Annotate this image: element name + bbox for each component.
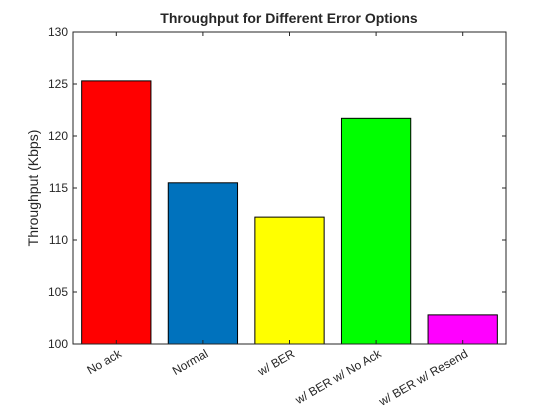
x-tick-label: w/ BER w/ Resend xyxy=(376,346,471,409)
chart-title: Throughput for Different Error Options xyxy=(160,10,418,26)
y-tick-label: 120 xyxy=(48,129,68,143)
bars-group xyxy=(81,80,498,345)
bar-2 xyxy=(254,216,325,345)
y-tick-label: 115 xyxy=(49,181,68,195)
y-axis-label: Throughput (Kbps) xyxy=(25,130,41,247)
bar-3 xyxy=(340,117,412,345)
x-tick-label: w/ BER xyxy=(254,346,297,379)
y-tick-label: 100 xyxy=(48,337,68,351)
y-tick-label: 125 xyxy=(48,77,68,91)
y-axis-ticks: 100 105 110 115 120 125 130 xyxy=(48,25,506,351)
bar-1 xyxy=(167,182,239,345)
plot-frame xyxy=(72,31,507,345)
bar-4 xyxy=(427,314,498,345)
bar-0 xyxy=(81,80,152,345)
y-tick-label: 110 xyxy=(49,233,68,247)
x-tick-label: Normal xyxy=(170,346,210,377)
y-tick-label: 105 xyxy=(48,285,68,299)
x-tick-label: w/ BER w/ No Ack xyxy=(292,346,384,407)
x-tick-label: No ack xyxy=(84,346,124,377)
y-tick-label: 130 xyxy=(48,25,68,39)
